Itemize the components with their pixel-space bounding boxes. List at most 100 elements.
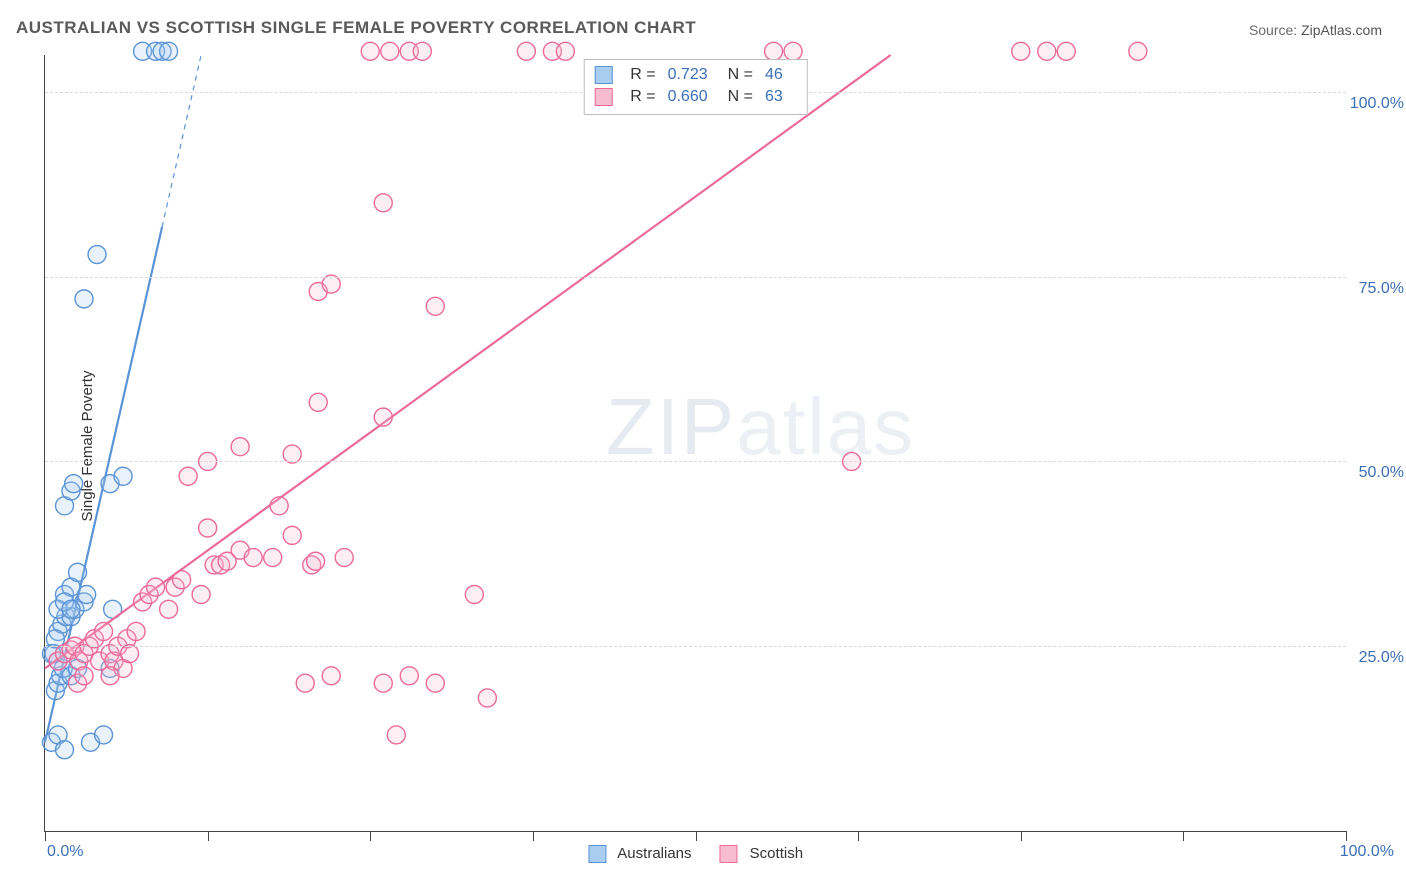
data-point-australians bbox=[114, 467, 132, 485]
x-tick-mark bbox=[1346, 831, 1347, 841]
legend-item-australians: Australians bbox=[588, 845, 692, 863]
legend-label-scottish: Scottish bbox=[750, 845, 803, 862]
r-value-scottish: 0.660 bbox=[668, 88, 708, 106]
data-point-scottish bbox=[335, 549, 353, 567]
data-point-scottish bbox=[387, 726, 405, 744]
x-tick-mark bbox=[208, 831, 209, 841]
data-point-scottish bbox=[1038, 42, 1056, 60]
data-point-australians bbox=[75, 290, 93, 308]
data-point-scottish bbox=[296, 674, 314, 692]
trend-line-scottish bbox=[45, 55, 891, 668]
data-point-scottish bbox=[307, 552, 325, 570]
data-point-scottish bbox=[173, 571, 191, 589]
data-point-scottish bbox=[75, 667, 93, 685]
source-value: ZipAtlas.com bbox=[1301, 22, 1382, 38]
data-point-scottish bbox=[283, 526, 301, 544]
r-value-australians: 0.723 bbox=[668, 66, 708, 84]
trend-line-dashed-australians bbox=[162, 55, 201, 227]
data-point-scottish bbox=[95, 622, 113, 640]
source-attribution: Source: ZipAtlas.com bbox=[1249, 22, 1382, 38]
data-point-scottish bbox=[1129, 42, 1147, 60]
grid-line bbox=[45, 461, 1346, 462]
legend-row-australians: R = 0.723 N = 46 bbox=[594, 64, 793, 86]
data-point-scottish bbox=[231, 438, 249, 456]
data-point-australians bbox=[95, 726, 113, 744]
x-tick-mark bbox=[370, 831, 371, 841]
data-point-australians bbox=[65, 475, 83, 493]
data-point-scottish bbox=[309, 393, 327, 411]
legend-item-scottish: Scottish bbox=[720, 845, 804, 863]
grid-line bbox=[45, 277, 1346, 278]
n-label: N = bbox=[728, 88, 753, 106]
data-point-scottish bbox=[283, 445, 301, 463]
plot-svg bbox=[45, 55, 1346, 831]
data-point-australians bbox=[56, 741, 74, 759]
data-point-scottish bbox=[374, 408, 392, 426]
data-point-scottish bbox=[1012, 42, 1030, 60]
data-point-scottish bbox=[121, 645, 139, 663]
grid-line bbox=[45, 646, 1346, 647]
data-point-australians bbox=[62, 600, 80, 618]
x-tick-mark bbox=[1021, 831, 1022, 841]
data-point-scottish bbox=[270, 497, 288, 515]
y-tick-label: 100.0% bbox=[1350, 95, 1404, 113]
data-point-scottish bbox=[374, 194, 392, 212]
legend-swatch-australians-icon bbox=[588, 845, 606, 863]
data-point-scottish bbox=[361, 42, 379, 60]
x-tick-mark bbox=[696, 831, 697, 841]
data-point-scottish bbox=[179, 467, 197, 485]
data-point-scottish bbox=[127, 622, 145, 640]
x-tick-label-min: 0.0% bbox=[47, 843, 83, 861]
data-point-scottish bbox=[426, 297, 444, 315]
data-point-australians bbox=[69, 563, 87, 581]
legend-swatch-australians bbox=[594, 66, 612, 84]
data-point-scottish bbox=[374, 674, 392, 692]
data-point-australians bbox=[78, 586, 96, 604]
n-value-australians: 46 bbox=[765, 66, 783, 84]
correlation-legend: R = 0.723 N = 46 R = 0.660 N = 63 bbox=[583, 59, 808, 115]
data-point-scottish bbox=[426, 674, 444, 692]
y-tick-label: 75.0% bbox=[1359, 280, 1404, 298]
x-tick-mark bbox=[533, 831, 534, 841]
data-point-scottish bbox=[160, 600, 178, 618]
series-legend: Australians Scottish bbox=[588, 845, 803, 863]
legend-swatch-scottish-icon bbox=[720, 845, 738, 863]
plot-area: ZIPatlas R = 0.723 N = 46 R = 0.660 N = … bbox=[44, 55, 1346, 832]
data-point-scottish bbox=[147, 578, 165, 596]
data-point-scottish bbox=[322, 667, 340, 685]
data-point-scottish bbox=[101, 667, 119, 685]
data-point-scottish bbox=[465, 586, 483, 604]
y-tick-label: 50.0% bbox=[1359, 464, 1404, 482]
data-point-scottish bbox=[784, 42, 802, 60]
x-tick-mark bbox=[45, 831, 46, 841]
r-label: R = bbox=[630, 88, 655, 106]
r-label: R = bbox=[630, 66, 655, 84]
data-point-scottish bbox=[381, 42, 399, 60]
data-point-scottish bbox=[322, 275, 340, 293]
legend-swatch-scottish bbox=[594, 88, 612, 106]
data-point-scottish bbox=[413, 42, 431, 60]
legend-row-scottish: R = 0.660 N = 63 bbox=[594, 86, 793, 108]
data-point-scottish bbox=[192, 586, 210, 604]
x-tick-label-max: 100.0% bbox=[1340, 843, 1394, 861]
data-point-scottish bbox=[765, 42, 783, 60]
data-point-scottish bbox=[199, 519, 217, 537]
data-point-scottish bbox=[244, 549, 262, 567]
chart-title: AUSTRALIAN VS SCOTTISH SINGLE FEMALE POV… bbox=[16, 18, 696, 38]
source-label: Source: bbox=[1249, 22, 1297, 38]
data-point-scottish bbox=[1057, 42, 1075, 60]
x-tick-mark bbox=[858, 831, 859, 841]
n-value-scottish: 63 bbox=[765, 88, 783, 106]
chart-container: AUSTRALIAN VS SCOTTISH SINGLE FEMALE POV… bbox=[0, 0, 1406, 892]
data-point-scottish bbox=[556, 42, 574, 60]
data-point-scottish bbox=[478, 689, 496, 707]
y-tick-label: 25.0% bbox=[1359, 649, 1404, 667]
legend-label-australians: Australians bbox=[617, 845, 691, 862]
data-point-australians bbox=[160, 42, 178, 60]
x-tick-mark bbox=[1183, 831, 1184, 841]
data-point-scottish bbox=[517, 42, 535, 60]
data-point-scottish bbox=[400, 667, 418, 685]
n-label: N = bbox=[728, 66, 753, 84]
data-point-scottish bbox=[264, 549, 282, 567]
data-point-australians bbox=[88, 246, 106, 264]
